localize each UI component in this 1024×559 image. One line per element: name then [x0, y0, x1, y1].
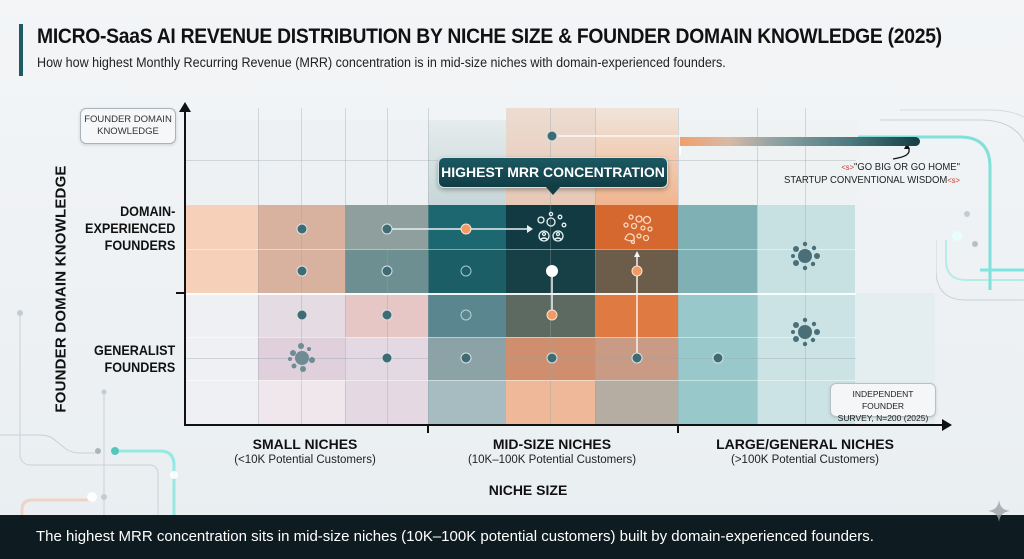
- cluster-icon: [288, 343, 315, 372]
- data-point[interactable]: [631, 352, 643, 364]
- data-point[interactable]: [712, 352, 724, 364]
- conventional-wisdom-annotation: <s>"GO BIG OR GO HOME" STARTUP CONVENTIO…: [770, 161, 960, 187]
- founders-network-icon: [537, 211, 567, 242]
- data-point[interactable]: [381, 309, 393, 321]
- chart-subtitle: How how highest Monthly Recurring Revenu…: [37, 55, 726, 70]
- data-point[interactable]: [296, 265, 308, 277]
- x-axis: [184, 419, 952, 431]
- x-axis-tick: [677, 424, 679, 433]
- y-axis-tick: [176, 292, 186, 294]
- sparkle-icon: [988, 500, 1010, 522]
- x-label-small-niches: SMALL NICHES (<10K Potential Customers): [234, 436, 376, 468]
- data-point[interactable]: [546, 309, 558, 321]
- data-point[interactable]: [546, 352, 558, 364]
- x-label-sub: (<10K Potential Customers): [234, 454, 376, 466]
- data-point[interactable]: [381, 265, 393, 277]
- y-label-line: GENERALIST: [93, 342, 175, 358]
- survey-line: INDEPENDENT FOUNDER: [852, 389, 914, 411]
- circuit-decoration-right: [840, 109, 1024, 290]
- annotation-line: STARTUP CONVENTIONAL WISDOM: [784, 175, 948, 186]
- data-point[interactable]: [381, 352, 393, 364]
- y-label-generalist: GENERALIST FOUNDERS: [94, 342, 175, 376]
- y-label-domain-experienced: DOMAIN- EXPERIENCED FOUNDERS: [85, 203, 175, 254]
- circuit-decoration-right-lower: [936, 240, 1024, 301]
- x-label-large-niches: LARGE/GENERAL NICHES (>100K Potential Cu…: [716, 436, 894, 468]
- data-point[interactable]: [296, 309, 308, 321]
- x-label-mid-size-niches: MID-SIZE NICHES (10K–100K Potential Cust…: [468, 436, 636, 468]
- y-axis: [179, 102, 191, 426]
- strike-tag: <s>: [947, 176, 960, 185]
- x-label-sub: (10K–100K Potential Customers): [467, 454, 637, 466]
- data-point[interactable]: [460, 352, 472, 364]
- y-label-line: FOUNDERS: [104, 359, 175, 375]
- y-label-line: EXPERIENCED: [84, 220, 175, 236]
- conventional-wisdom-bar: [680, 137, 920, 146]
- x-label-main: LARGE/GENERAL NICHES: [716, 436, 894, 452]
- x-label-main: MID-SIZE NICHES: [492, 436, 612, 452]
- y-axis-badge: FOUNDER DOMAIN KNOWLEDGE: [80, 108, 176, 144]
- highest-mrr-callout: HIGHEST MRR CONCENTRATION: [438, 157, 668, 195]
- footer-caption: The highest MRR concentration sits in mi…: [0, 515, 1024, 559]
- data-point[interactable]: [631, 265, 643, 277]
- x-axis-title: NICHE SIZE: [488, 482, 568, 498]
- x-label-sub: (>100K Potential Customers): [731, 454, 879, 466]
- y-label-line: DOMAIN-: [119, 203, 175, 219]
- y-label-line: FOUNDERS: [104, 237, 175, 253]
- survey-line: SURVEY, N=200 (2025): [837, 413, 929, 423]
- data-point[interactable]: [460, 265, 472, 277]
- header: MICRO-SaaS AI REVENUE DISTRIBUTION BY NI…: [19, 24, 1021, 76]
- y-axis-title: FOUNDER DOMAIN KNOWLEDGE: [52, 165, 70, 413]
- cluster-icon: [791, 317, 820, 347]
- circuit-decoration-left: [0, 310, 178, 515]
- y-axis-badge-text: FOUNDER DOMAIN KNOWLEDGE: [84, 114, 172, 137]
- strike-tag: <s>: [841, 163, 855, 172]
- data-point[interactable]: [546, 265, 558, 277]
- data-point[interactable]: [460, 309, 472, 321]
- data-point[interactable]: [460, 223, 472, 235]
- data-point[interactable]: [296, 223, 308, 235]
- chart-title: MICRO-SaaS AI REVENUE DISTRIBUTION BY NI…: [37, 25, 942, 48]
- annotation-line: "GO BIG OR GO HOME": [854, 162, 960, 173]
- x-axis-tick: [427, 424, 429, 433]
- data-point[interactable]: [381, 223, 393, 235]
- cluster-icon: [791, 241, 820, 271]
- x-label-main: SMALL NICHES: [252, 436, 358, 452]
- data-point[interactable]: [546, 130, 558, 142]
- scattered-ideas-icon: [623, 214, 653, 245]
- survey-source-badge: INDEPENDENT FOUNDER SURVEY, N=200 (2025): [830, 383, 936, 423]
